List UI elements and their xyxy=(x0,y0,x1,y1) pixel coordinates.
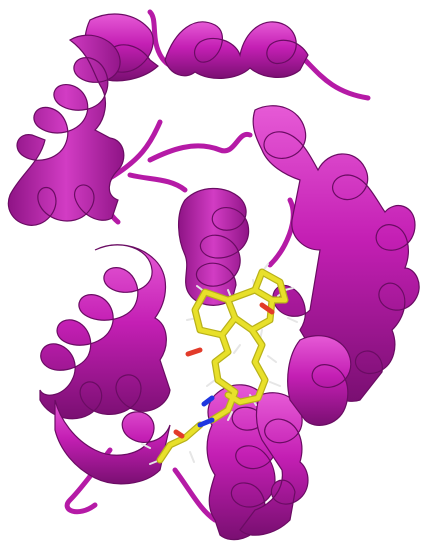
coil-top-right xyxy=(297,52,371,101)
coil-right xyxy=(267,197,296,268)
ligand-nitrogen-atoms xyxy=(197,395,215,428)
bound-ligand xyxy=(141,263,298,465)
ligand-carbon-highlight xyxy=(157,269,288,463)
coil-bottom xyxy=(172,467,218,523)
helix-bottom xyxy=(206,335,352,541)
helix-center xyxy=(178,187,250,306)
coil-middle xyxy=(147,131,253,163)
helix-left-upper xyxy=(7,34,125,226)
coil-mid-left xyxy=(127,172,188,193)
ligand-oxygen-atoms xyxy=(173,302,275,439)
helix-left-lower xyxy=(39,244,171,485)
